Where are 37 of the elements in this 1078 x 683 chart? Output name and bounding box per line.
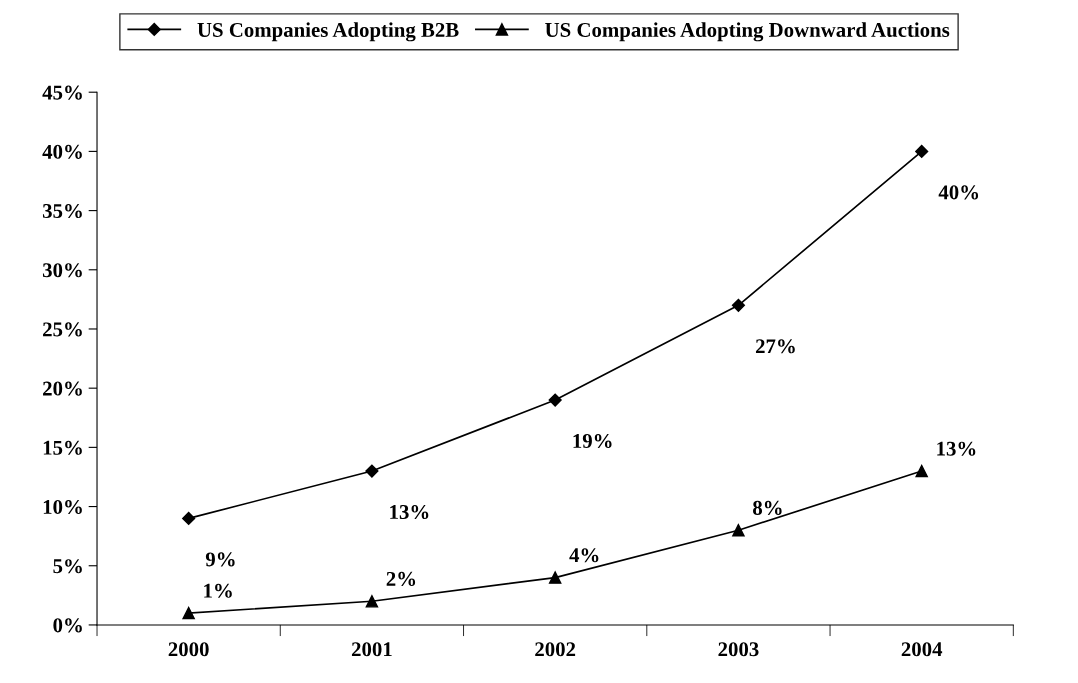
- y-tick-label: 10%: [43, 499, 82, 515]
- x-tick-label: 2000: [168, 642, 209, 657]
- legend-label: US Companies Adopting B2B: [197, 22, 459, 42]
- data-label: 13%: [390, 504, 429, 520]
- x-tick-label: 2004: [901, 642, 943, 657]
- data-label: 40%: [938, 185, 979, 200]
- data-label: 9%: [205, 552, 235, 567]
- y-tick-label: 30%: [42, 263, 82, 278]
- data-label: 27%: [755, 339, 795, 354]
- point: [365, 595, 379, 608]
- point: [731, 298, 746, 312]
- point: [915, 464, 928, 478]
- x-tick-label: 2003: [718, 642, 759, 657]
- y-tick-label: 15%: [43, 440, 82, 455]
- data-label: 2%: [386, 571, 416, 586]
- point: [548, 571, 562, 584]
- data-label: 13%: [937, 441, 976, 456]
- point: [548, 393, 562, 407]
- point: [732, 523, 745, 537]
- y-tick-label: 25%: [43, 322, 82, 337]
- y-tick-label: 45%: [42, 85, 82, 100]
- y-tick-label: 0%: [53, 618, 82, 633]
- y-tick-label: 40%: [42, 144, 82, 159]
- x-tick-label: 2002: [535, 642, 576, 657]
- data-label: 4%: [569, 548, 599, 563]
- data-label: 1%: [204, 583, 232, 598]
- point: [365, 464, 379, 478]
- data-label: 19%: [573, 433, 612, 449]
- point: [915, 144, 929, 158]
- y-tick-label: 5%: [53, 559, 82, 574]
- legend-label: US Companies Adopting Downward Auctions: [545, 22, 950, 42]
- y-tick-label: 20%: [43, 381, 82, 396]
- point: [182, 606, 195, 620]
- point: [182, 511, 196, 525]
- y-tick-label: 35%: [42, 203, 82, 219]
- x-tick-label: 2001: [351, 642, 392, 657]
- data-label: 8%: [753, 500, 782, 515]
